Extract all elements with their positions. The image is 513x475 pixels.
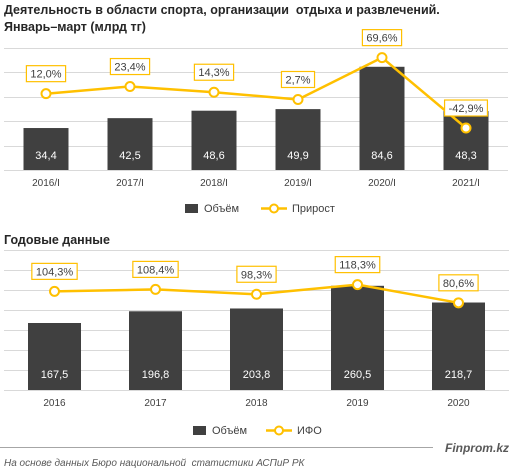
line-data-label: 14,3%	[193, 63, 235, 81]
line-label-text: 12,0%	[30, 69, 61, 81]
line-label-text: 69,6%	[366, 33, 397, 45]
legend-ifo-label: ИФО	[297, 425, 322, 437]
bar-value-label: 48,3	[455, 150, 476, 162]
chart-quarterly-title: Январь–март (млрд тг)	[4, 20, 146, 34]
bar	[28, 323, 81, 390]
line-label-box	[31, 262, 78, 280]
bar-value-label: 34,4	[35, 150, 56, 162]
line-data-label: 23,4%	[109, 57, 151, 76]
line-marker	[49, 285, 60, 297]
line-series	[44, 56, 468, 130]
line-label-box	[438, 274, 479, 292]
bar	[275, 109, 321, 170]
bar	[23, 128, 69, 170]
category-label: 2018/I	[200, 178, 228, 189]
line-data-label: 12,0%	[25, 65, 67, 83]
bar	[443, 111, 489, 170]
line-label-text: 108,4%	[137, 264, 175, 276]
line-label-text: -42,9%	[449, 103, 484, 115]
category-label: 2019	[346, 398, 369, 409]
line-marker	[251, 288, 262, 300]
line-data-label: 80,6%	[438, 274, 479, 292]
line-label-text: 2,7%	[285, 74, 310, 86]
bar	[191, 110, 237, 170]
line-label-box	[193, 63, 235, 81]
category-label: 2017/I	[116, 178, 144, 189]
category-label: 2020	[447, 398, 470, 409]
line-data-label: 104,3%	[31, 262, 78, 280]
bar-value-label: 49,9	[287, 150, 308, 162]
line-marker	[150, 283, 161, 295]
gridlines	[4, 48, 508, 171]
category-label: 2020/I	[368, 178, 396, 189]
bar	[359, 66, 405, 170]
category-label: 2017	[144, 398, 167, 409]
bar-value-label: 48,6	[203, 150, 224, 162]
line-label-box	[236, 265, 277, 283]
line-label-box	[25, 65, 67, 83]
source-note: На основе данных Бюро национальной стати…	[4, 458, 306, 469]
line-label-text: 118,3%	[339, 260, 376, 272]
bar-value-label: 260,5	[344, 369, 372, 381]
bar	[331, 285, 384, 390]
brand-logo-text: Finprom.kz	[445, 441, 509, 455]
line-label-text: 104,3%	[36, 266, 74, 278]
line-label-text: 23,4%	[114, 62, 145, 74]
bar-value-label: 84,6	[371, 150, 392, 162]
chart-quarterly: 34,4 42,5 48,6 49,9 84,6 48,3 2016/I 2017/I 2018…	[4, 29, 508, 189]
bar-value-label: 203,8	[243, 369, 271, 381]
line-marker	[292, 93, 304, 105]
bar-value-label: 218,7	[445, 369, 473, 381]
line-marker	[208, 86, 220, 98]
line-label-box	[443, 99, 489, 117]
line-label-box	[361, 29, 403, 47]
category-label: 2018	[245, 398, 268, 409]
legend-volume-swatch	[185, 204, 198, 213]
legend-growth-marker	[269, 203, 279, 214]
line-data-label: 2,7%	[280, 70, 316, 89]
line-marker	[376, 52, 388, 64]
bar-value-label: 42,5	[119, 150, 140, 162]
category-label: 2021/I	[452, 178, 480, 189]
bar	[230, 308, 283, 390]
bar	[129, 311, 182, 390]
category-label: 2016/I	[32, 178, 60, 189]
legend-growth-label: Прирост	[292, 203, 335, 215]
bar-value-label: 196,8	[142, 369, 170, 381]
line-label-box	[280, 70, 316, 89]
line-data-label: 69,6%	[361, 29, 403, 47]
line-marker	[460, 122, 472, 134]
line-label-text: 14,3%	[198, 67, 229, 79]
line-label-box	[109, 57, 151, 76]
legend-volume-label: Объём	[204, 203, 239, 215]
line-data-label: -42,9%	[443, 99, 489, 117]
legend-volume-label: Объём	[212, 425, 247, 437]
category-label: 2016	[43, 398, 66, 409]
line-marker	[124, 81, 136, 93]
chart-annual-title: Годовые данные	[4, 233, 110, 247]
legend-ifo-marker	[274, 425, 284, 436]
line-marker	[453, 297, 464, 309]
bar-value-label: 167,5	[41, 369, 69, 381]
category-label: 2019/I	[284, 178, 312, 189]
figure-title: Деятельность в области спорта, организац…	[4, 3, 440, 17]
bar	[432, 302, 485, 390]
chart-annual: 167,5 196,8 203,8 260,5 218,7 2016 2017 2018 201…	[4, 250, 509, 409]
line-marker	[40, 88, 52, 100]
line-data-label: 118,3%	[334, 256, 381, 274]
line-data-label: 98,3%	[236, 265, 277, 283]
line-label-box	[334, 256, 381, 274]
line-label-text: 98,3%	[241, 269, 272, 281]
chart-annual-legend: Объём ИФО	[193, 425, 322, 437]
line-data-label: 108,4%	[132, 260, 179, 278]
line-label-text: 80,6%	[443, 278, 474, 290]
line-label-box	[132, 260, 179, 278]
chart-quarterly-legend: Объём Прирост	[185, 203, 335, 215]
legend-volume-swatch	[193, 426, 206, 435]
line-marker	[352, 279, 363, 291]
bar	[107, 118, 153, 170]
